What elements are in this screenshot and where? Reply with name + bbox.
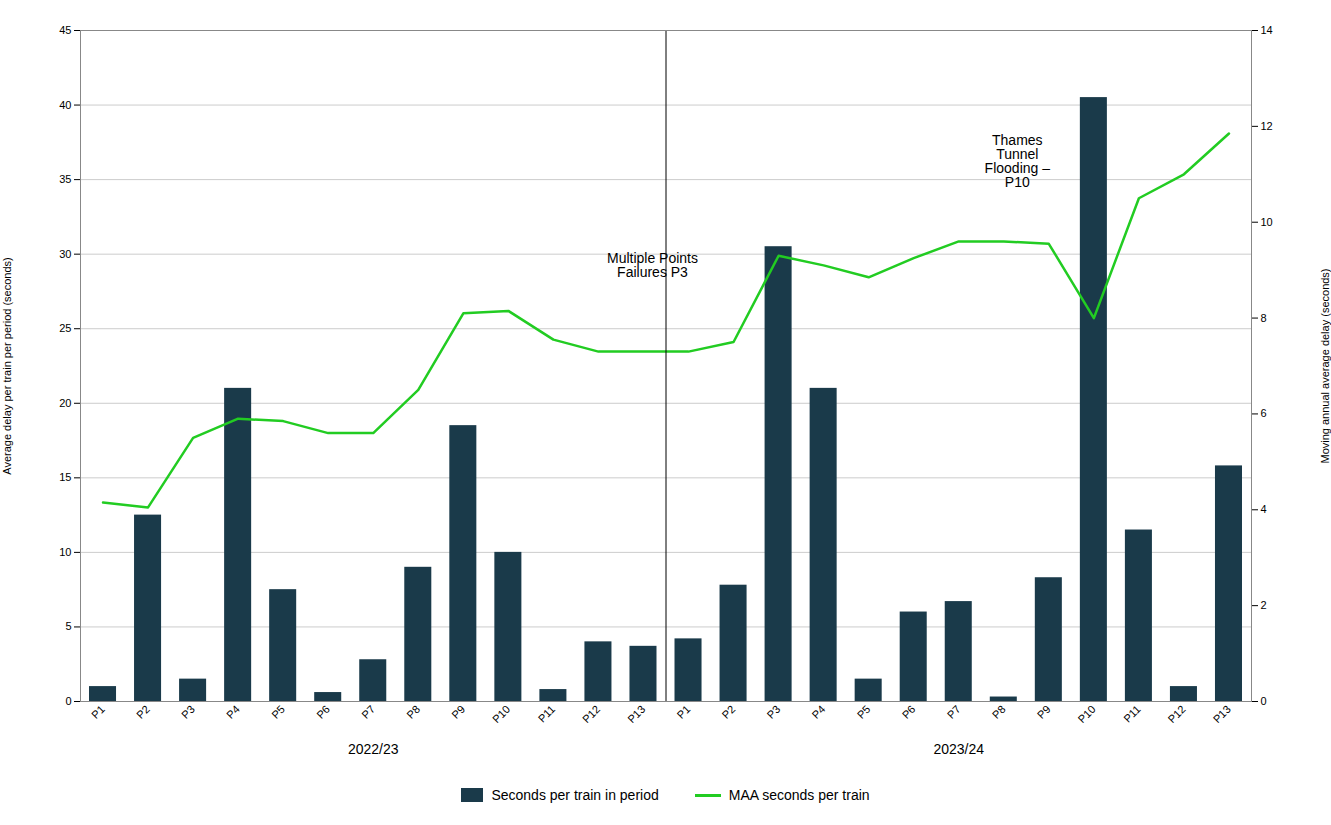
svg-text:14: 14: [1261, 24, 1273, 36]
svg-text:2023/24: 2023/24: [933, 741, 984, 757]
svg-text:15: 15: [59, 471, 71, 483]
svg-text:12: 12: [1261, 120, 1273, 132]
svg-text:30: 30: [59, 248, 71, 260]
svg-text:P1: P1: [89, 703, 107, 721]
svg-text:P11: P11: [1121, 703, 1143, 725]
svg-text:P6: P6: [900, 703, 918, 721]
svg-text:P3: P3: [179, 703, 197, 721]
svg-text:Multiple PointsFailures P3: Multiple PointsFailures P3: [607, 250, 698, 280]
svg-text:P7: P7: [359, 703, 377, 721]
svg-text:6: 6: [1261, 407, 1267, 419]
html-text:Seconds per train in period: Seconds per train in period: [491, 787, 659, 803]
svg-text:P5: P5: [855, 703, 873, 721]
svg-text:P11: P11: [536, 703, 558, 725]
svg-text:P9: P9: [449, 703, 467, 721]
svg-text:P3: P3: [764, 703, 782, 721]
svg-text:P1: P1: [674, 703, 692, 721]
html-text:MAA seconds per train: MAA seconds per train: [728, 787, 870, 803]
svg-text:45: 45: [59, 24, 71, 36]
svg-text:P2: P2: [134, 703, 152, 721]
svg-text:P4: P4: [810, 703, 828, 721]
svg-text:P10: P10: [490, 703, 512, 725]
svg-text:5: 5: [65, 620, 71, 632]
svg-text:Average delay per train per pe: Average delay per train per period (seco…: [1, 257, 13, 474]
svg-text:P8: P8: [990, 703, 1008, 721]
svg-text:10: 10: [1261, 216, 1273, 228]
svg-text:2022/23: 2022/23: [348, 741, 399, 757]
svg-text:20: 20: [59, 397, 71, 409]
svg-text:2: 2: [1261, 599, 1267, 611]
svg-text:P13: P13: [625, 703, 647, 725]
svg-text:ThamesTunnelFlooding –P10: ThamesTunnelFlooding –P10: [985, 132, 1051, 190]
svg-text:P8: P8: [404, 703, 422, 721]
svg-text:40: 40: [59, 99, 71, 111]
svg-text:P6: P6: [314, 703, 332, 721]
svg-text:P12: P12: [1166, 703, 1188, 725]
svg-text:P7: P7: [945, 703, 963, 721]
svg-text:P13: P13: [1211, 703, 1233, 725]
svg-text:4: 4: [1261, 503, 1267, 515]
svg-text:35: 35: [59, 173, 71, 185]
svg-text:P2: P2: [719, 703, 737, 721]
svg-text:P12: P12: [580, 703, 602, 725]
svg-text:8: 8: [1261, 312, 1267, 324]
svg-text:25: 25: [59, 322, 71, 334]
svg-text:P10: P10: [1075, 703, 1097, 725]
svg-text:P5: P5: [269, 703, 287, 721]
svg-text:10: 10: [59, 546, 71, 558]
svg-text:P4: P4: [224, 703, 242, 721]
svg-text:0: 0: [65, 695, 71, 707]
svg-text:0: 0: [1261, 695, 1267, 707]
svg-text:Moving annual average delay (s: Moving annual average delay (seconds): [1319, 268, 1331, 463]
svg-text:P9: P9: [1035, 703, 1053, 721]
